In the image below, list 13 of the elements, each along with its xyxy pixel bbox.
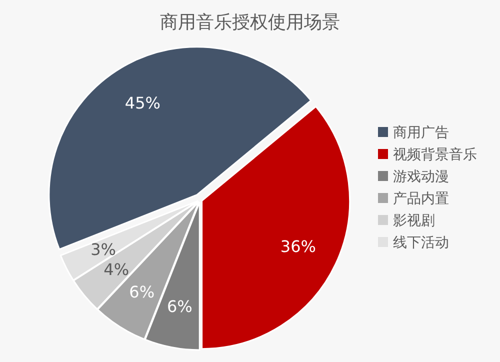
legend-label: 视频背景音乐	[393, 146, 477, 163]
data-label: 6%	[166, 297, 192, 316]
data-label: 45%	[124, 94, 160, 113]
data-label: 36%	[280, 236, 316, 256]
data-label: 3%	[90, 240, 116, 259]
legend-label: 商用广告	[393, 124, 449, 141]
legend-label: 线下活动	[393, 234, 449, 251]
legend-label: 产品内置	[393, 190, 449, 207]
legend-label: 游戏动漫	[393, 168, 449, 185]
legend-label: 影视剧	[393, 212, 435, 229]
chart-title: 商用音乐授权使用场景	[160, 12, 340, 33]
data-label: 4%	[104, 260, 130, 279]
data-label: 6%	[129, 282, 155, 302]
